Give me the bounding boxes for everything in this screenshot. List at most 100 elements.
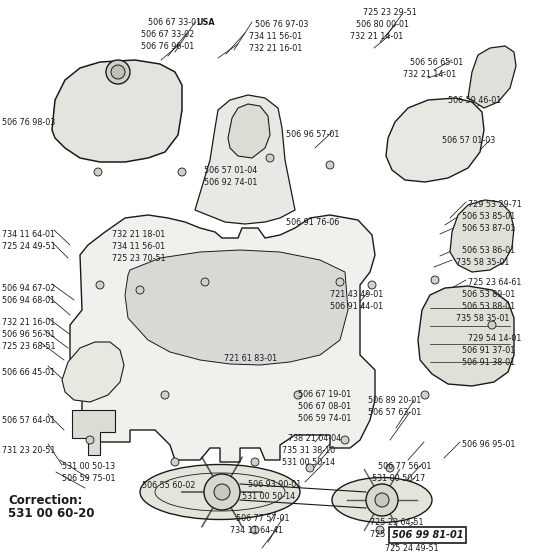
- Text: 732 21 14-01: 732 21 14-01: [403, 70, 456, 79]
- Text: 734 11 64-01: 734 11 64-01: [2, 230, 55, 239]
- Text: 506 59 74-01: 506 59 74-01: [298, 414, 351, 423]
- Circle shape: [326, 161, 334, 169]
- Text: 531 00 50-14: 531 00 50-14: [242, 492, 295, 501]
- Circle shape: [178, 168, 186, 176]
- Polygon shape: [62, 342, 124, 402]
- Text: 725 24 49-51: 725 24 49-51: [370, 530, 423, 539]
- Circle shape: [376, 526, 384, 534]
- Circle shape: [86, 436, 94, 444]
- Text: 506 92 74-01: 506 92 74-01: [204, 178, 258, 187]
- Text: 506 76 98-03: 506 76 98-03: [2, 118, 55, 127]
- Text: 506 67 19-01: 506 67 19-01: [298, 390, 351, 399]
- Text: 531 00 50-13: 531 00 50-13: [62, 462, 115, 471]
- Text: 734 11 64-41: 734 11 64-41: [230, 526, 283, 535]
- Text: 506 59 75-01: 506 59 75-01: [62, 474, 115, 483]
- Text: 506 57 64-01: 506 57 64-01: [2, 416, 55, 425]
- Text: 506 67 08-01: 506 67 08-01: [298, 402, 351, 411]
- Text: 506 53 85-01: 506 53 85-01: [462, 212, 515, 221]
- Text: 506 96 56-01: 506 96 56-01: [2, 330, 55, 339]
- Circle shape: [431, 276, 439, 284]
- Circle shape: [214, 484, 230, 500]
- Polygon shape: [450, 200, 514, 272]
- Ellipse shape: [140, 464, 300, 520]
- Polygon shape: [228, 104, 270, 158]
- Circle shape: [161, 391, 169, 399]
- Text: 731 23 20-51: 731 23 20-51: [2, 446, 55, 455]
- Text: 506 96 57-01: 506 96 57-01: [286, 130, 339, 139]
- Circle shape: [171, 458, 179, 466]
- Text: 506 80 00-01: 506 80 00-01: [356, 20, 409, 29]
- Text: 734 11 56-01: 734 11 56-01: [112, 242, 165, 251]
- Text: 531 00 50-17: 531 00 50-17: [372, 474, 425, 483]
- Text: 734 11 56-01: 734 11 56-01: [249, 32, 302, 41]
- Text: 506 91 37-01: 506 91 37-01: [462, 346, 515, 355]
- Text: 506 67 33-02: 506 67 33-02: [141, 30, 194, 39]
- Text: 725 23 70-51: 725 23 70-51: [112, 254, 166, 263]
- Circle shape: [488, 321, 496, 329]
- Text: 506 55 60-02: 506 55 60-02: [142, 481, 195, 490]
- Circle shape: [421, 391, 429, 399]
- Text: 506 56 65-01: 506 56 65-01: [410, 58, 463, 67]
- Text: 506 94 68-01: 506 94 68-01: [2, 296, 55, 305]
- Circle shape: [306, 464, 314, 472]
- Circle shape: [106, 60, 130, 84]
- Text: 506 96 95-01: 506 96 95-01: [462, 440, 515, 449]
- Text: 506 57 63-01: 506 57 63-01: [368, 408, 421, 417]
- Circle shape: [136, 286, 144, 294]
- Text: 506 66 45-01: 506 66 45-01: [2, 368, 55, 377]
- Circle shape: [294, 391, 302, 399]
- Text: 732 21 14-01: 732 21 14-01: [350, 32, 403, 41]
- Text: 725 24 49-51: 725 24 49-51: [2, 242, 55, 251]
- Text: 732 21 16-01: 732 21 16-01: [2, 318, 55, 327]
- Circle shape: [375, 493, 389, 507]
- Text: 506 53 88-01: 506 53 88-01: [462, 302, 515, 311]
- Text: 531 00 50-14: 531 00 50-14: [282, 458, 335, 467]
- Polygon shape: [70, 215, 375, 462]
- Circle shape: [386, 464, 394, 472]
- Text: 506 67 33-01: 506 67 33-01: [148, 18, 201, 27]
- Circle shape: [94, 168, 102, 176]
- Text: 725 23 29-51: 725 23 29-51: [363, 8, 417, 17]
- Text: 506 53 87-01: 506 53 87-01: [462, 224, 515, 233]
- Circle shape: [251, 526, 259, 534]
- Text: 725 23 68-51: 725 23 68-51: [2, 342, 55, 351]
- Text: 506 53 89-01: 506 53 89-01: [462, 290, 515, 299]
- Polygon shape: [418, 286, 514, 386]
- Text: 721 43 49-01: 721 43 49-01: [330, 290, 383, 299]
- Text: 732 21 18-01: 732 21 18-01: [112, 230, 165, 239]
- Text: 506 94 67-02: 506 94 67-02: [2, 284, 55, 293]
- Text: 738 21 04-04: 738 21 04-04: [288, 434, 341, 443]
- Polygon shape: [195, 95, 295, 224]
- Text: 506 89 20-01: 506 89 20-01: [368, 396, 421, 405]
- Text: 506 57 01-04: 506 57 01-04: [204, 166, 257, 175]
- Text: USA: USA: [197, 18, 215, 27]
- Text: 735 31 38-10: 735 31 38-10: [282, 446, 335, 455]
- Circle shape: [201, 278, 209, 286]
- Text: 735 58 35-01: 735 58 35-01: [456, 258, 510, 267]
- Circle shape: [336, 278, 344, 286]
- Text: 506 57 01-03: 506 57 01-03: [442, 136, 495, 145]
- Text: Correction:: Correction:: [8, 494, 82, 507]
- Circle shape: [341, 436, 349, 444]
- Text: 506 77 56-01: 506 77 56-01: [378, 462, 431, 471]
- Text: 725 23 64-51: 725 23 64-51: [370, 518, 423, 527]
- Text: 725 24 49-51: 725 24 49-51: [385, 544, 438, 553]
- Circle shape: [366, 484, 398, 516]
- Circle shape: [251, 458, 259, 466]
- Text: 732 21 16-01: 732 21 16-01: [249, 44, 302, 53]
- Text: 506 53 86-01: 506 53 86-01: [462, 246, 515, 255]
- Text: 506 93 90-01: 506 93 90-01: [248, 480, 301, 489]
- Circle shape: [204, 474, 240, 510]
- Circle shape: [266, 154, 274, 162]
- Circle shape: [96, 281, 104, 289]
- Text: 506 91 44-01: 506 91 44-01: [330, 302, 383, 311]
- Polygon shape: [468, 46, 516, 108]
- Text: 729 53 29-71: 729 53 29-71: [468, 200, 522, 209]
- Text: 721 61 83-01: 721 61 83-01: [224, 354, 277, 363]
- Polygon shape: [386, 98, 484, 182]
- Text: 506 59 46-01: 506 59 46-01: [448, 96, 501, 105]
- Text: 506 77 57-01: 506 77 57-01: [236, 514, 290, 523]
- Text: 735 58 35-01: 735 58 35-01: [456, 314, 510, 323]
- Text: 725 23 64-61: 725 23 64-61: [468, 278, 521, 287]
- Text: 506 76 96-01: 506 76 96-01: [141, 42, 194, 51]
